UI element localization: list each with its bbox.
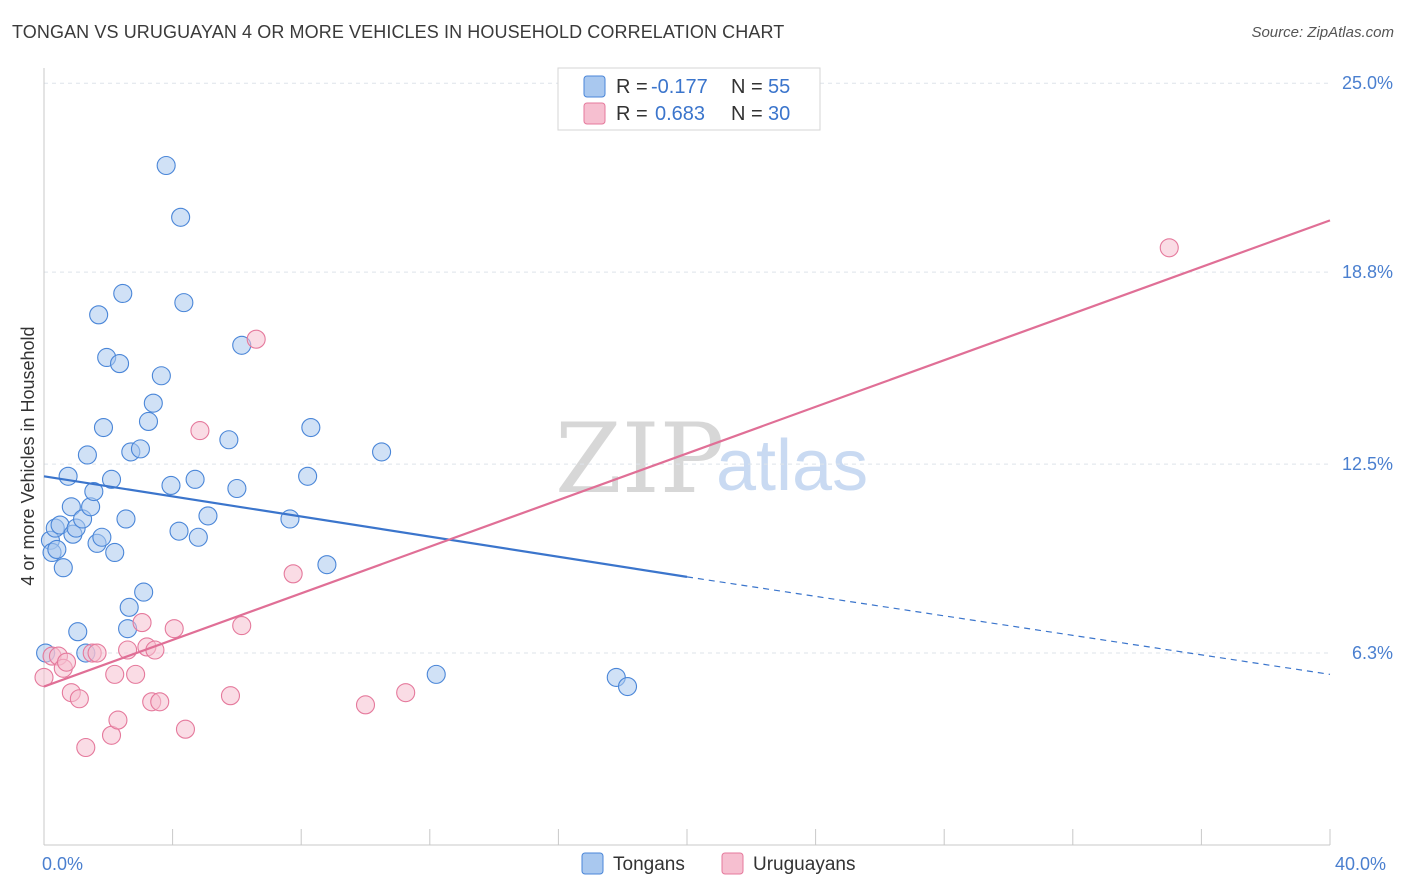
gridlines [44, 82, 1330, 654]
legend-swatch-uruguayans [583, 102, 606, 125]
y-tick-label: 6.3% [1352, 643, 1393, 663]
tongan-point [171, 207, 191, 227]
tongan-point [119, 597, 139, 617]
tongan-point [617, 677, 638, 697]
uruguayan-point [76, 737, 96, 758]
tongan-point [156, 155, 176, 176]
legend-n-label-1: N = [731, 76, 763, 98]
tongan-point [77, 445, 97, 465]
watermark-atlas: atlas [716, 426, 868, 506]
uruguayan-point [283, 564, 303, 584]
bottom-legend-label-tongans: Tongans [613, 854, 685, 875]
uruguayan-point [132, 613, 152, 633]
x-tick-label-min: 0.0% [42, 854, 83, 874]
tongan-point [53, 558, 73, 578]
tongan-trend-line [43, 475, 688, 578]
tongan-point [110, 354, 130, 374]
legend-r-value-1: -0.177 [651, 76, 708, 98]
chart-title: TONGAN VS URUGUAYAN 4 OR MORE VEHICLES I… [12, 22, 785, 42]
tongan-point [143, 393, 163, 413]
y-tick-labels: 6.3% 12.5% 18.8% 25.0% [1342, 73, 1393, 663]
uruguayan-point [105, 664, 125, 684]
x-axis-ticks [43, 829, 1331, 845]
tongan-trend-extension [686, 576, 1331, 675]
uruguayan-point [175, 719, 196, 739]
tongan-point [113, 283, 133, 304]
tongan-point [68, 622, 88, 642]
tongan-point [298, 466, 318, 486]
tongan-point [161, 475, 181, 495]
uruguayan-trend-line [43, 219, 1331, 688]
uruguayan-point [220, 686, 241, 706]
correlation-legend: R = -0.177 N = 55 R = 0.683 N = 30 [557, 67, 821, 131]
bottom-legend-swatch-uruguayans [721, 852, 744, 875]
tongan-point [426, 664, 446, 684]
tongan-point [317, 555, 337, 575]
uruguayan-point [1159, 238, 1179, 258]
uruguayan-point [246, 329, 266, 349]
series-uruguayans [34, 238, 1179, 758]
legend-r-label-1: R = [616, 76, 648, 98]
uruguayan-point [56, 652, 77, 672]
tongan-point [227, 478, 247, 499]
uruguayan-point [164, 619, 184, 639]
tongan-point [138, 411, 159, 432]
bottom-legend-swatch-tongans [581, 852, 604, 875]
source-label: Source: ZipAtlas.com [1251, 24, 1394, 41]
tongan-point [169, 521, 189, 541]
legend-n-value-1: 55 [768, 76, 790, 98]
trend-lines [43, 219, 1331, 688]
tongan-point [134, 582, 154, 602]
bottom-legend-label-uruguayans: Uruguayans [753, 854, 855, 875]
y-axis-title: 4 or more Vehicles in Household [18, 326, 38, 585]
legend-n-label-2: N = [731, 103, 763, 125]
watermark-zip: ZIP [555, 403, 724, 515]
series-legend: Tongans Uruguayans [581, 852, 855, 875]
legend-r-value-2: 0.683 [655, 103, 705, 125]
uruguayan-point [190, 421, 210, 441]
y-tick-label: 18.8% [1342, 262, 1393, 282]
uruguayan-point [396, 683, 416, 703]
series-tongans [36, 155, 638, 697]
tongan-point [188, 527, 208, 547]
uruguayan-point [232, 616, 252, 636]
tongan-point [61, 497, 81, 517]
tongan-point [198, 506, 218, 526]
tongan-point [185, 469, 205, 489]
legend-n-value-2: 30 [768, 103, 790, 125]
y-tick-label: 25.0% [1342, 73, 1393, 93]
uruguayan-point [355, 695, 376, 715]
tongan-point [92, 527, 112, 547]
tongan-point [47, 539, 67, 559]
tongan-point [151, 366, 171, 386]
tongan-point [89, 305, 109, 325]
uruguayan-point [69, 689, 89, 709]
uruguayan-point [87, 643, 107, 663]
tongan-point [93, 418, 114, 438]
tongan-point [280, 509, 300, 529]
tongan-point [105, 542, 125, 563]
tongan-point [301, 418, 321, 438]
tongan-point [130, 439, 150, 459]
uruguayan-point [108, 710, 128, 730]
tongan-point [58, 466, 78, 486]
legend-r-label-2: R = [616, 103, 648, 125]
tongan-point [101, 469, 122, 489]
tongan-point [372, 442, 392, 462]
uruguayan-point [150, 692, 170, 712]
y-tick-label: 12.5% [1342, 454, 1393, 474]
x-tick-label-max: 40.0% [1335, 854, 1386, 874]
uruguayan-point [126, 664, 146, 684]
tongan-point [174, 293, 194, 313]
legend-swatch-tongans [583, 75, 606, 98]
tongan-point [219, 430, 239, 450]
tongan-point [116, 509, 136, 529]
tongan-point [84, 481, 104, 502]
